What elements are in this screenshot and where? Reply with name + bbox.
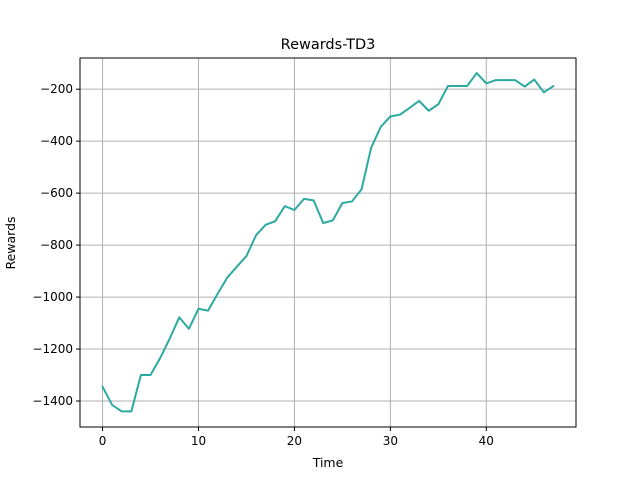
chart-title: Rewards-TD3: [281, 37, 376, 53]
y-tick-label: −600: [40, 186, 73, 200]
y-tick-label: −1200: [32, 342, 73, 356]
x-tick-label: 10: [191, 434, 206, 448]
axis-ticks: 0 10 20 30 40 −1400 −1200 −1000 −800 −600 −400 −200: [32, 82, 494, 448]
x-axis-label: Time: [312, 455, 344, 470]
plot-frame: [79, 57, 577, 428]
y-axis-label: Rewards: [3, 216, 18, 269]
y-tick-label: −800: [40, 238, 73, 252]
x-tick-label: 40: [479, 434, 494, 448]
y-tick-label: −400: [40, 134, 73, 148]
x-tick-label: 30: [383, 434, 398, 448]
x-tick-label: 0: [99, 434, 107, 448]
grid: [80, 58, 576, 427]
series-line-0: [101, 72, 555, 413]
y-tick-label: −200: [40, 82, 73, 96]
y-tick-label: −1400: [32, 394, 73, 408]
y-tick-label: −1000: [32, 290, 73, 304]
series-lines: [101, 72, 555, 413]
x-tick-label: 20: [287, 434, 302, 448]
